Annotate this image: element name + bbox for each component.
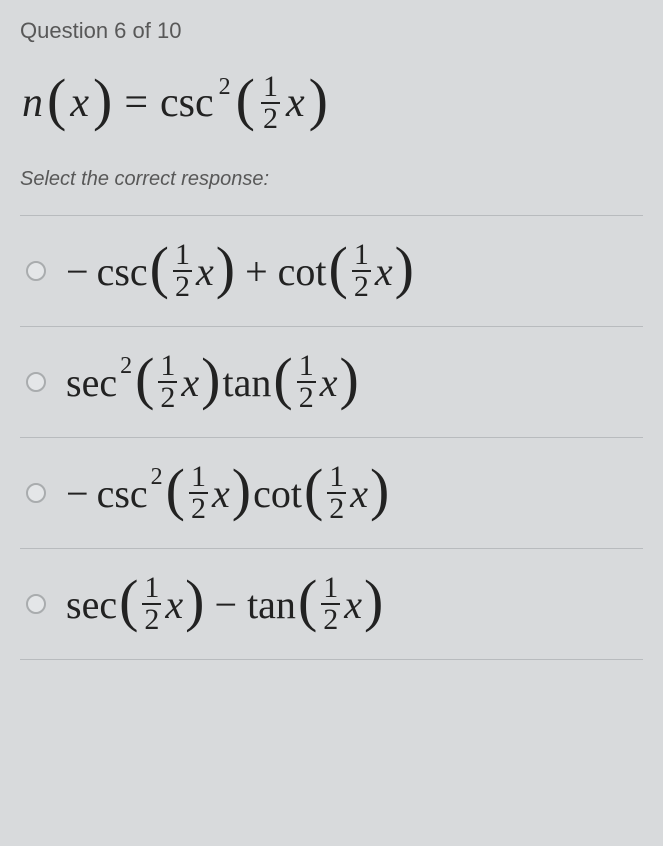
fraction: 1 2 <box>352 240 371 302</box>
frac-den: 2 <box>173 270 192 302</box>
term1-fn: csc <box>97 248 148 295</box>
frac-num: 1 <box>142 573 161 603</box>
term1-var: x <box>165 581 183 628</box>
term1-var: x <box>196 248 214 295</box>
frac-num: 1 <box>297 351 316 381</box>
fraction: 1 2 <box>158 351 177 413</box>
option-row[interactable]: − csc 2 ( 1 2 x ) cot ( 1 2 x ) <box>20 437 643 548</box>
term2-fn: tan <box>247 581 296 628</box>
frac-den: 2 <box>261 102 280 134</box>
term1-fn: sec <box>66 359 117 406</box>
term1-var: x <box>181 359 199 406</box>
frac-num: 1 <box>321 573 340 603</box>
equals-sign: = <box>124 79 148 127</box>
frac-num: 1 <box>261 72 280 102</box>
term1-fn: csc <box>97 470 148 517</box>
frac-num: 1 <box>158 351 177 381</box>
frac-den: 2 <box>297 381 316 413</box>
option-expression: sec 2 ( 1 2 x ) tan ( 1 2 x ) <box>66 351 359 413</box>
radio-icon[interactable] <box>26 594 46 614</box>
frac-den: 2 <box>321 603 340 635</box>
frac-den: 2 <box>352 270 371 302</box>
rhs-power: 2 <box>219 74 231 101</box>
question-header: Question 6 of 10 <box>20 18 643 44</box>
fraction: 1 2 <box>189 462 208 524</box>
option-row[interactable]: sec 2 ( 1 2 x ) tan ( 1 2 x ) <box>20 326 643 437</box>
frac-den: 2 <box>189 492 208 524</box>
mid-op: − <box>215 581 238 628</box>
radio-icon[interactable] <box>26 261 46 281</box>
term2-var: x <box>350 470 368 517</box>
term1-pow: 2 <box>120 353 132 380</box>
option-row[interactable]: − csc ( 1 2 x ) + cot ( 1 2 x ) <box>20 215 643 326</box>
frac-den: 2 <box>327 492 346 524</box>
frac-num: 1 <box>173 240 192 270</box>
instruction-text: Select the correct response: <box>20 168 643 191</box>
rhs-fn: csc <box>160 79 214 127</box>
term2-fn: cot <box>253 470 302 517</box>
fraction: 1 2 <box>142 573 161 635</box>
term2-fn: cot <box>278 248 327 295</box>
fraction: 1 2 <box>327 462 346 524</box>
inner-var: x <box>286 79 305 127</box>
fraction: 1 2 <box>297 351 316 413</box>
frac-num: 1 <box>327 462 346 492</box>
question-equation: n ( x ) = csc 2 ( 1 2 x ) <box>20 72 643 134</box>
option-expression: sec ( 1 2 x ) − tan ( 1 2 x ) <box>66 573 383 635</box>
lead-sign: − <box>66 248 89 295</box>
term1-pow: 2 <box>151 464 163 491</box>
term2-var: x <box>344 581 362 628</box>
lhs-var: x <box>70 79 89 127</box>
term1-var: x <box>212 470 230 517</box>
radio-icon[interactable] <box>26 483 46 503</box>
option-expression: − csc ( 1 2 x ) + cot ( 1 2 x ) <box>66 240 414 302</box>
term2-var: x <box>320 359 338 406</box>
lead-sign: − <box>66 470 89 517</box>
frac-den: 2 <box>142 603 161 635</box>
term2-fn: tan <box>223 359 272 406</box>
fraction: 1 2 <box>261 72 280 134</box>
frac-num: 1 <box>352 240 371 270</box>
options-list: − csc ( 1 2 x ) + cot ( 1 2 x ) <box>20 215 643 660</box>
mid-op: + <box>245 248 268 295</box>
radio-icon[interactable] <box>26 372 46 392</box>
fraction: 1 2 <box>173 240 192 302</box>
fraction: 1 2 <box>321 573 340 635</box>
frac-den: 2 <box>158 381 177 413</box>
term1-fn: sec <box>66 581 117 628</box>
frac-num: 1 <box>189 462 208 492</box>
option-row[interactable]: sec ( 1 2 x ) − tan ( 1 2 x ) <box>20 548 643 660</box>
lhs-fn: n <box>22 79 43 127</box>
term2-var: x <box>375 248 393 295</box>
option-expression: − csc 2 ( 1 2 x ) cot ( 1 2 x ) <box>66 462 389 524</box>
